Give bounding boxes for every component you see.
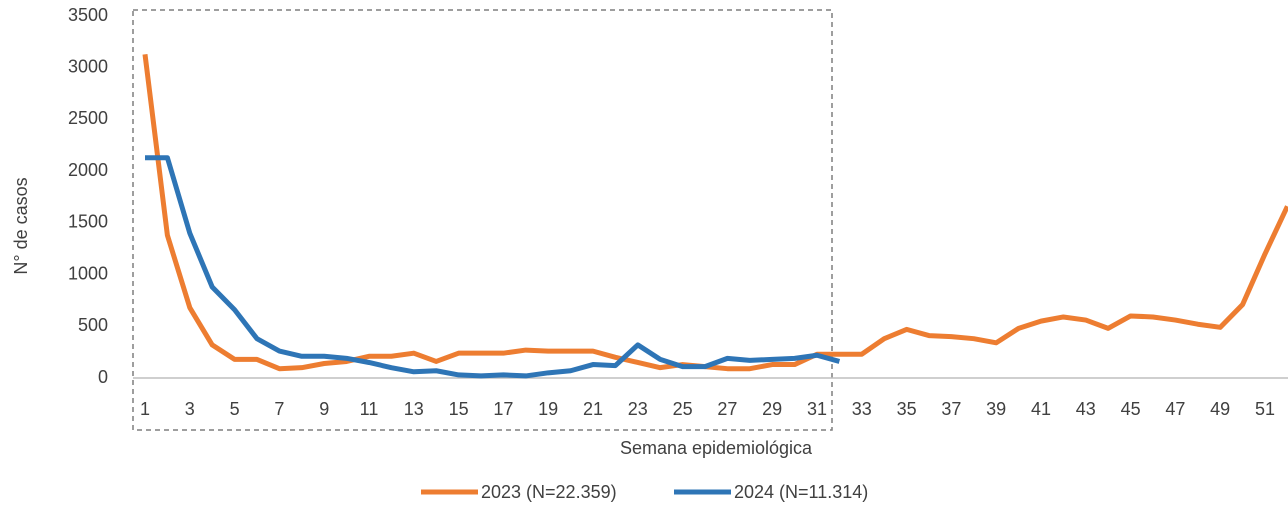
x-tick-label: 15 <box>449 399 469 419</box>
legend-label: 2024 (N=11.314) <box>734 482 868 502</box>
legend-label: 2023 (N=22.359) <box>481 482 617 502</box>
x-tick-label: 7 <box>274 399 284 419</box>
x-tick-label: 9 <box>319 399 329 419</box>
x-tick-label: 47 <box>1165 399 1185 419</box>
x-tick-label: 33 <box>852 399 872 419</box>
x-tick-label: 11 <box>360 399 379 419</box>
x-tick-label: 43 <box>1076 399 1096 419</box>
y-tick-label: 1000 <box>68 263 108 283</box>
y-tick-label: 2000 <box>68 160 108 180</box>
x-tick-label: 23 <box>628 399 648 419</box>
x-tick-label: 49 <box>1210 399 1230 419</box>
y-tick-label: 500 <box>78 315 108 335</box>
x-tick-label: 39 <box>986 399 1006 419</box>
y-tick-label: 3000 <box>68 56 108 76</box>
x-tick-label: 17 <box>493 399 513 419</box>
series-line <box>142 53 1288 372</box>
highlight-box <box>132 9 833 431</box>
series-line <box>145 155 841 379</box>
x-tick-label: 19 <box>538 399 558 419</box>
x-tick-label: 27 <box>717 399 737 419</box>
x-tick-label: 35 <box>897 399 917 419</box>
x-tick-label: 45 <box>1121 399 1141 419</box>
x-tick-label: 29 <box>762 399 782 419</box>
x-tick-label: 51 <box>1255 399 1275 419</box>
x-tick-label: 5 <box>230 399 240 419</box>
x-tick-label: 41 <box>1031 399 1051 419</box>
y-tick-label: 3500 <box>68 5 108 25</box>
y-tick-label: 2500 <box>68 108 108 128</box>
x-tick-label: 3 <box>185 399 195 419</box>
x-tick-label: 13 <box>404 399 424 419</box>
y-tick-label: 0 <box>98 367 108 387</box>
x-tick-label: 1 <box>140 399 150 419</box>
x-tick-label: 37 <box>941 399 961 419</box>
x-axis-label: Semana epidemiológica <box>620 438 813 458</box>
x-tick-label: 21 <box>583 399 603 419</box>
x-tick-label: 25 <box>673 399 693 419</box>
y-axis-label: N° de casos <box>11 177 31 274</box>
y-tick-label: 1500 <box>68 212 108 232</box>
x-tick-label: 31 <box>807 399 827 419</box>
